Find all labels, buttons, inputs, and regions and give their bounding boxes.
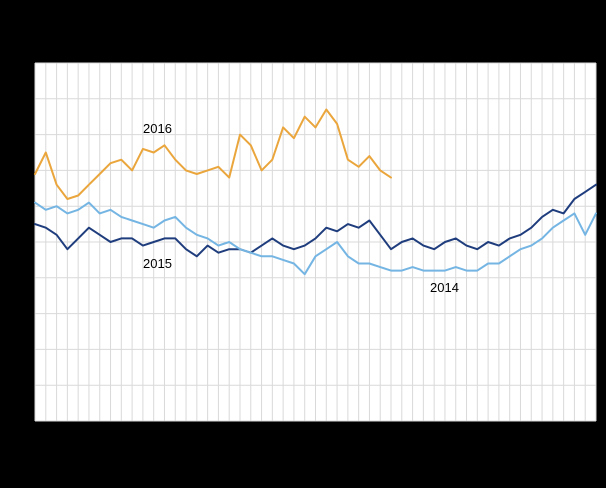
series-line-2016 xyxy=(34,108,392,200)
series-line-2015 xyxy=(34,183,597,258)
series-label-2015: 2015 xyxy=(143,256,172,271)
series-line-2014 xyxy=(34,201,597,276)
series-label-2016: 2016 xyxy=(143,121,172,136)
series-label-2014: 2014 xyxy=(430,280,459,295)
